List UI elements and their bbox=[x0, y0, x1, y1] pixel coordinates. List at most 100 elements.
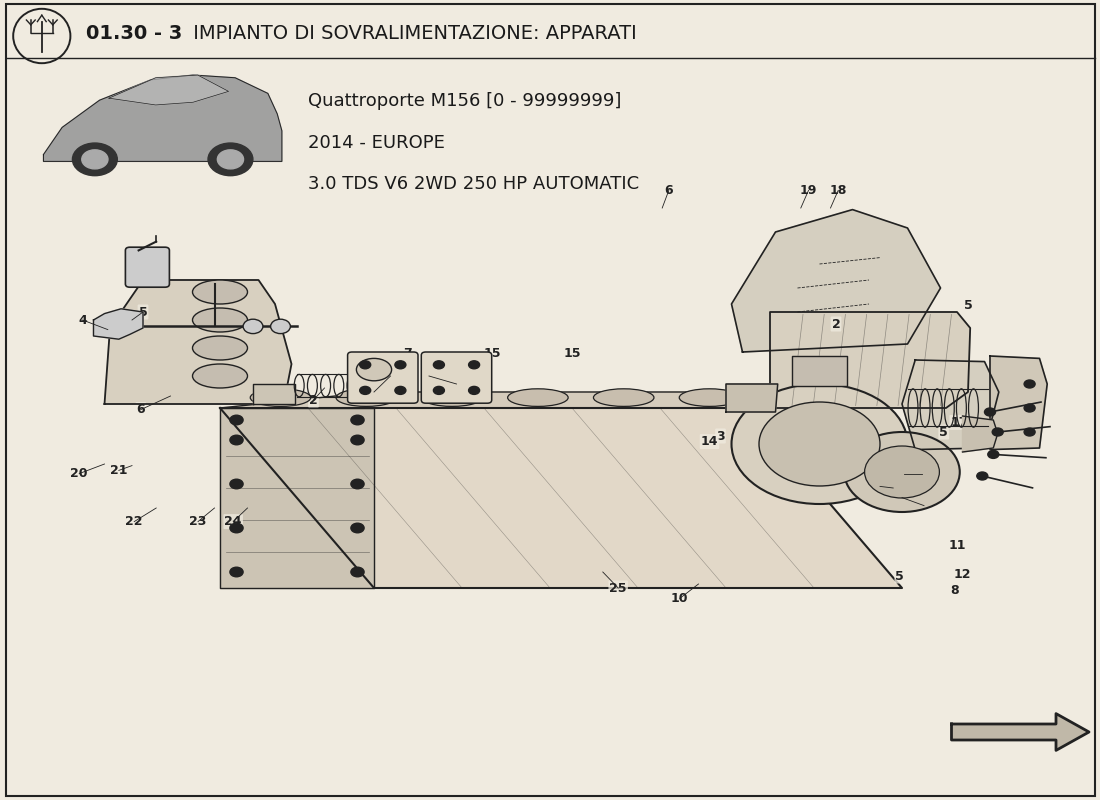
FancyBboxPatch shape bbox=[421, 352, 492, 403]
Polygon shape bbox=[952, 714, 1089, 750]
Text: 6: 6 bbox=[664, 184, 673, 197]
Text: 14: 14 bbox=[701, 435, 718, 448]
Circle shape bbox=[81, 150, 108, 169]
Polygon shape bbox=[792, 356, 847, 386]
Text: 24: 24 bbox=[224, 515, 242, 528]
Text: 12: 12 bbox=[954, 568, 971, 581]
Circle shape bbox=[977, 472, 988, 480]
Circle shape bbox=[360, 361, 371, 369]
Ellipse shape bbox=[192, 308, 248, 332]
Text: 2: 2 bbox=[309, 394, 318, 406]
Ellipse shape bbox=[356, 358, 392, 381]
Circle shape bbox=[73, 143, 118, 176]
Text: 5: 5 bbox=[895, 570, 904, 582]
Text: 3.0 TDS V6 2WD 250 HP AUTOMATIC: 3.0 TDS V6 2WD 250 HP AUTOMATIC bbox=[308, 175, 639, 193]
Circle shape bbox=[992, 428, 1003, 436]
Circle shape bbox=[351, 435, 364, 445]
Text: 8: 8 bbox=[950, 584, 959, 597]
Polygon shape bbox=[962, 416, 998, 452]
Text: 6: 6 bbox=[136, 403, 145, 416]
Ellipse shape bbox=[759, 402, 880, 486]
Text: 15: 15 bbox=[563, 347, 581, 360]
Ellipse shape bbox=[507, 389, 568, 406]
Text: 20: 20 bbox=[70, 467, 88, 480]
Polygon shape bbox=[732, 210, 940, 352]
Text: 11: 11 bbox=[948, 539, 966, 552]
Polygon shape bbox=[220, 392, 902, 408]
Text: 23: 23 bbox=[189, 515, 207, 528]
Text: 5: 5 bbox=[964, 299, 972, 312]
Circle shape bbox=[230, 523, 243, 533]
Circle shape bbox=[1024, 404, 1035, 412]
Polygon shape bbox=[253, 384, 295, 404]
Polygon shape bbox=[220, 408, 374, 588]
Ellipse shape bbox=[680, 389, 739, 406]
Circle shape bbox=[1024, 428, 1035, 436]
Text: 15: 15 bbox=[484, 347, 502, 360]
Text: 9: 9 bbox=[920, 499, 928, 512]
Circle shape bbox=[351, 479, 364, 489]
Ellipse shape bbox=[192, 336, 248, 360]
Text: 5: 5 bbox=[939, 426, 948, 438]
Text: 21: 21 bbox=[110, 464, 128, 477]
Ellipse shape bbox=[845, 432, 959, 512]
Circle shape bbox=[230, 415, 243, 425]
Text: 19: 19 bbox=[800, 184, 817, 197]
Circle shape bbox=[230, 435, 243, 445]
Text: 4: 4 bbox=[78, 314, 87, 326]
Circle shape bbox=[351, 523, 364, 533]
Circle shape bbox=[433, 386, 444, 394]
Polygon shape bbox=[990, 356, 1047, 450]
Polygon shape bbox=[770, 312, 970, 408]
Polygon shape bbox=[104, 280, 292, 404]
Circle shape bbox=[230, 567, 243, 577]
Circle shape bbox=[218, 150, 243, 169]
Circle shape bbox=[988, 450, 999, 458]
Circle shape bbox=[360, 386, 371, 394]
Circle shape bbox=[395, 361, 406, 369]
Polygon shape bbox=[109, 75, 229, 105]
Text: 16: 16 bbox=[913, 467, 931, 480]
Text: 2014 - EUROPE: 2014 - EUROPE bbox=[308, 134, 444, 152]
Ellipse shape bbox=[192, 364, 248, 388]
Ellipse shape bbox=[251, 389, 310, 406]
Polygon shape bbox=[43, 75, 282, 162]
Circle shape bbox=[230, 479, 243, 489]
Circle shape bbox=[243, 319, 263, 334]
Polygon shape bbox=[94, 309, 143, 339]
Circle shape bbox=[271, 319, 290, 334]
Text: IMPIANTO DI SOVRALIMENTAZIONE: APPARATI: IMPIANTO DI SOVRALIMENTAZIONE: APPARATI bbox=[187, 24, 637, 43]
Circle shape bbox=[984, 408, 996, 416]
Ellipse shape bbox=[865, 446, 939, 498]
Text: 01.30 - 3: 01.30 - 3 bbox=[86, 24, 183, 43]
Text: 1: 1 bbox=[386, 370, 395, 382]
Circle shape bbox=[395, 386, 406, 394]
Circle shape bbox=[1024, 380, 1035, 388]
Polygon shape bbox=[220, 408, 902, 588]
Ellipse shape bbox=[593, 389, 653, 406]
Text: 3: 3 bbox=[716, 430, 725, 442]
Text: 3: 3 bbox=[425, 370, 433, 382]
Circle shape bbox=[433, 361, 444, 369]
Text: Quattroporte M156 [0 - 99999999]: Quattroporte M156 [0 - 99999999] bbox=[308, 92, 622, 110]
Text: 10: 10 bbox=[671, 592, 689, 605]
Text: 17: 17 bbox=[950, 416, 968, 429]
Ellipse shape bbox=[192, 280, 248, 304]
Circle shape bbox=[351, 415, 364, 425]
Circle shape bbox=[469, 361, 480, 369]
Ellipse shape bbox=[421, 389, 482, 406]
Circle shape bbox=[208, 143, 253, 176]
Text: 22: 22 bbox=[125, 515, 143, 528]
Circle shape bbox=[351, 567, 364, 577]
Polygon shape bbox=[902, 360, 999, 450]
FancyBboxPatch shape bbox=[348, 352, 418, 403]
Circle shape bbox=[469, 386, 480, 394]
Text: 2: 2 bbox=[832, 318, 840, 330]
Ellipse shape bbox=[337, 389, 396, 406]
FancyBboxPatch shape bbox=[125, 247, 169, 287]
Text: 18: 18 bbox=[829, 184, 847, 197]
Text: 7: 7 bbox=[403, 347, 411, 360]
Ellipse shape bbox=[732, 384, 907, 504]
Text: 25: 25 bbox=[609, 582, 627, 594]
Text: 5: 5 bbox=[139, 306, 147, 318]
